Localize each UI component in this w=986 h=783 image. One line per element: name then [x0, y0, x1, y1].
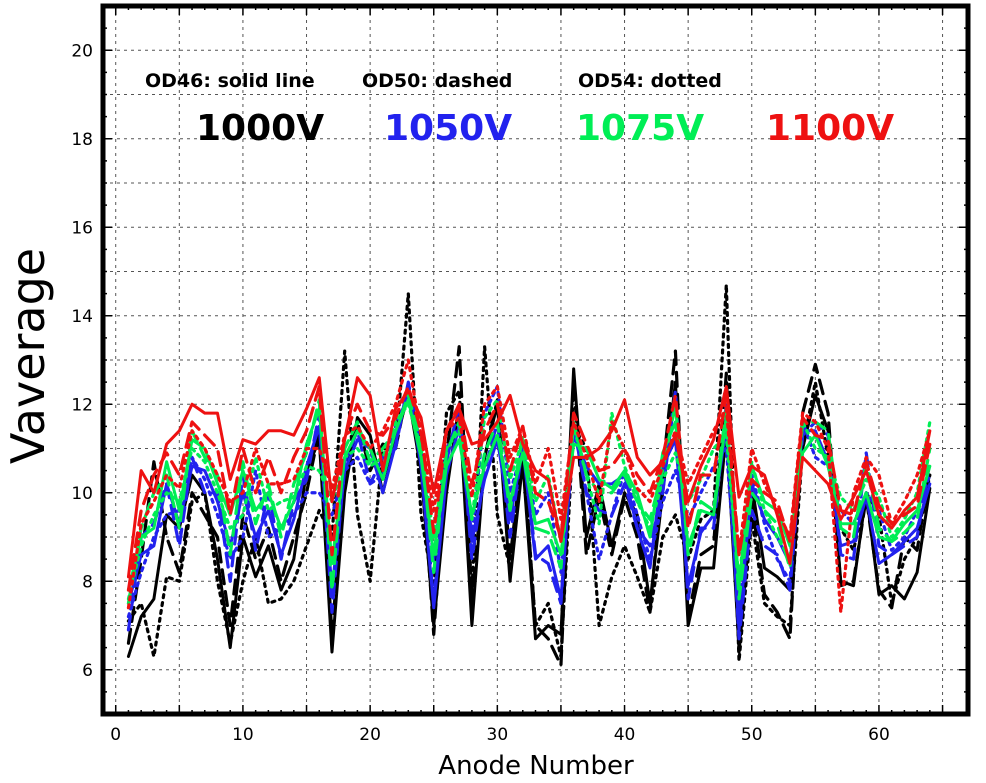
x-tick-label: 60: [868, 725, 890, 745]
voltage-label-1075v: 1075V: [576, 108, 704, 149]
x-tick-label: 30: [487, 725, 509, 745]
series-line-1075v-dashed: [126, 393, 932, 605]
x-tick-label: 10: [232, 725, 254, 745]
annotation-solid: OD46: solid line: [145, 70, 315, 92]
series-line-1100v-dotted: [126, 358, 932, 614]
y-tick-label: 6: [82, 661, 93, 681]
y-tick-label: 20: [71, 41, 93, 61]
voltage-label-1100v: 1100V: [766, 108, 894, 149]
series-line-1000v-dotted: [126, 283, 932, 663]
ticks: [103, 5, 968, 715]
y-tick-label: 12: [71, 395, 93, 415]
y-tick-label: 16: [71, 218, 93, 238]
annotation-dotted: OD54: dotted: [578, 70, 722, 92]
x-tick-label: 20: [359, 725, 381, 745]
y-axis-title: Vaverage: [1, 248, 55, 464]
x-tick-label: 0: [110, 725, 121, 745]
annotation-dashed: OD50: dashed: [362, 70, 512, 92]
x-tick-label: 40: [614, 725, 636, 745]
tick-labels: 0 10 20 30 40 50 60 6 8 10 12 14 16 18 20: [71, 41, 889, 745]
y-tick-label: 18: [71, 130, 93, 150]
y-tick-label: 10: [71, 484, 93, 504]
x-tick-label: 50: [741, 725, 763, 745]
voltage-label-1000v: 1000V: [196, 108, 324, 149]
x-axis-title: Anode Number: [438, 751, 634, 781]
series-line-1050v-dashed: [126, 380, 932, 641]
y-tick-label: 14: [71, 307, 93, 327]
series-line-1000v-dashed: [126, 345, 932, 667]
series-layer: [126, 283, 932, 667]
y-tick-label: 8: [82, 572, 93, 592]
voltage-label-1050v: 1050V: [384, 108, 512, 149]
